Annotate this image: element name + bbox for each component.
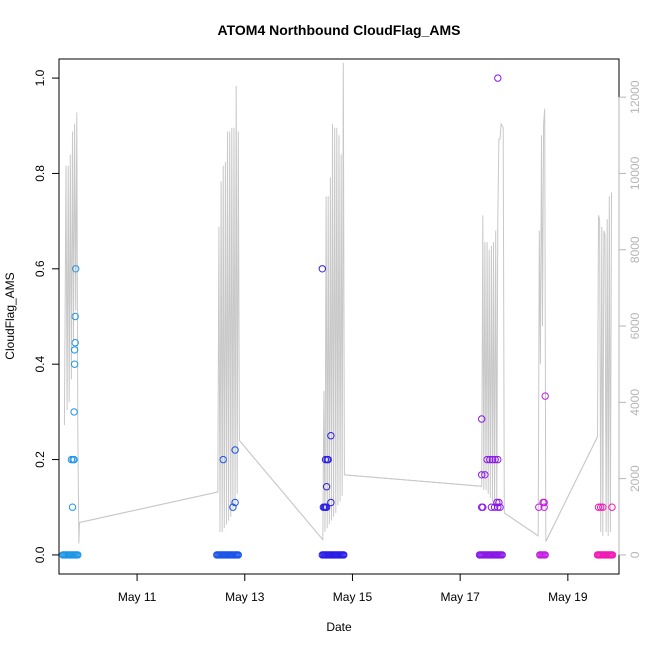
data-point — [541, 551, 549, 559]
right-y-tick-label: 4000 — [628, 389, 642, 416]
data-point — [494, 74, 502, 82]
data-point — [540, 503, 548, 511]
x-axis-label: Date — [326, 620, 352, 634]
data-point — [481, 471, 489, 479]
x-axis: May 11 May 13 May 15 May 17 May 19 — [118, 573, 588, 604]
data-point — [486, 455, 494, 464]
y-tick-label: 0.6 — [33, 260, 47, 277]
data-point — [70, 455, 78, 464]
right-y-tick-label: 8000 — [628, 236, 642, 263]
data-point — [71, 339, 79, 347]
data-point — [72, 265, 80, 273]
data-point — [340, 551, 348, 559]
right-y-tick-label: 10000 — [628, 156, 642, 190]
data-point — [490, 503, 499, 511]
data-point — [479, 503, 487, 511]
data-point — [327, 432, 335, 440]
x-tick-label: May 17 — [440, 590, 480, 604]
data-point — [594, 503, 603, 511]
secondary-series-connector — [79, 491, 218, 523]
secondary-line-layer — [63, 62, 612, 544]
y-tick-label: 1.0 — [33, 69, 47, 86]
data-point — [327, 498, 335, 507]
data-point — [478, 415, 486, 423]
data-point — [219, 455, 227, 464]
right-y-axis: 0 2000 4000 6000 8000 10000 12000 — [618, 80, 642, 558]
data-point — [322, 503, 331, 511]
data-point — [494, 503, 502, 511]
data-point — [483, 455, 491, 464]
points-layer — [59, 74, 617, 559]
y-axis: 0.0 0.2 0.4 0.6 0.8 1.0 — [33, 69, 60, 563]
data-point — [498, 551, 506, 559]
data-point — [478, 471, 486, 479]
data-point — [608, 551, 617, 559]
y-axis-label: CloudFlag_AMS — [3, 272, 17, 359]
data-point — [70, 346, 79, 354]
secondary-series-line — [63, 62, 612, 544]
secondary-series-connector — [545, 436, 598, 542]
secondary-series-connector — [504, 512, 539, 537]
data-point — [74, 551, 82, 559]
data-point — [234, 551, 243, 559]
right-y-tick-label: 2000 — [628, 465, 642, 492]
data-point — [493, 498, 501, 507]
data-point — [70, 360, 79, 368]
data-point — [318, 265, 326, 273]
data-point — [494, 455, 502, 464]
secondary-series-connector — [344, 474, 482, 487]
data-point — [231, 446, 239, 454]
x-tick-label: May 13 — [225, 590, 265, 604]
data-point — [495, 498, 503, 507]
y-tick-label: 0.2 — [33, 451, 47, 468]
data-point — [535, 503, 543, 511]
chart-title: ATOM4 Northbound CloudFlag_AMS — [218, 22, 461, 38]
x-tick-label: May 11 — [118, 590, 157, 604]
data-point — [70, 408, 78, 416]
y-tick-label: 0.4 — [33, 356, 47, 373]
secondary-series-connector — [239, 440, 324, 540]
right-y-tick-label: 0 — [628, 551, 642, 558]
data-point — [540, 498, 548, 507]
y-tick-label: 0.0 — [33, 546, 47, 563]
data-point — [229, 503, 237, 511]
data-point — [322, 483, 331, 491]
data-point — [599, 503, 607, 511]
right-y-tick-label: 12000 — [628, 80, 642, 114]
data-point — [68, 503, 77, 511]
data-point — [491, 455, 499, 464]
data-point — [488, 455, 497, 464]
right-y-tick-label: 6000 — [628, 312, 642, 339]
y-tick-label: 0.8 — [33, 165, 47, 182]
data-point — [231, 498, 239, 507]
data-point — [71, 312, 79, 321]
data-point — [597, 503, 605, 511]
data-point — [324, 455, 332, 464]
x-tick-label: May 19 — [548, 590, 588, 604]
x-tick-label: May 15 — [333, 590, 373, 604]
data-point — [608, 503, 616, 511]
data-point — [541, 392, 549, 400]
